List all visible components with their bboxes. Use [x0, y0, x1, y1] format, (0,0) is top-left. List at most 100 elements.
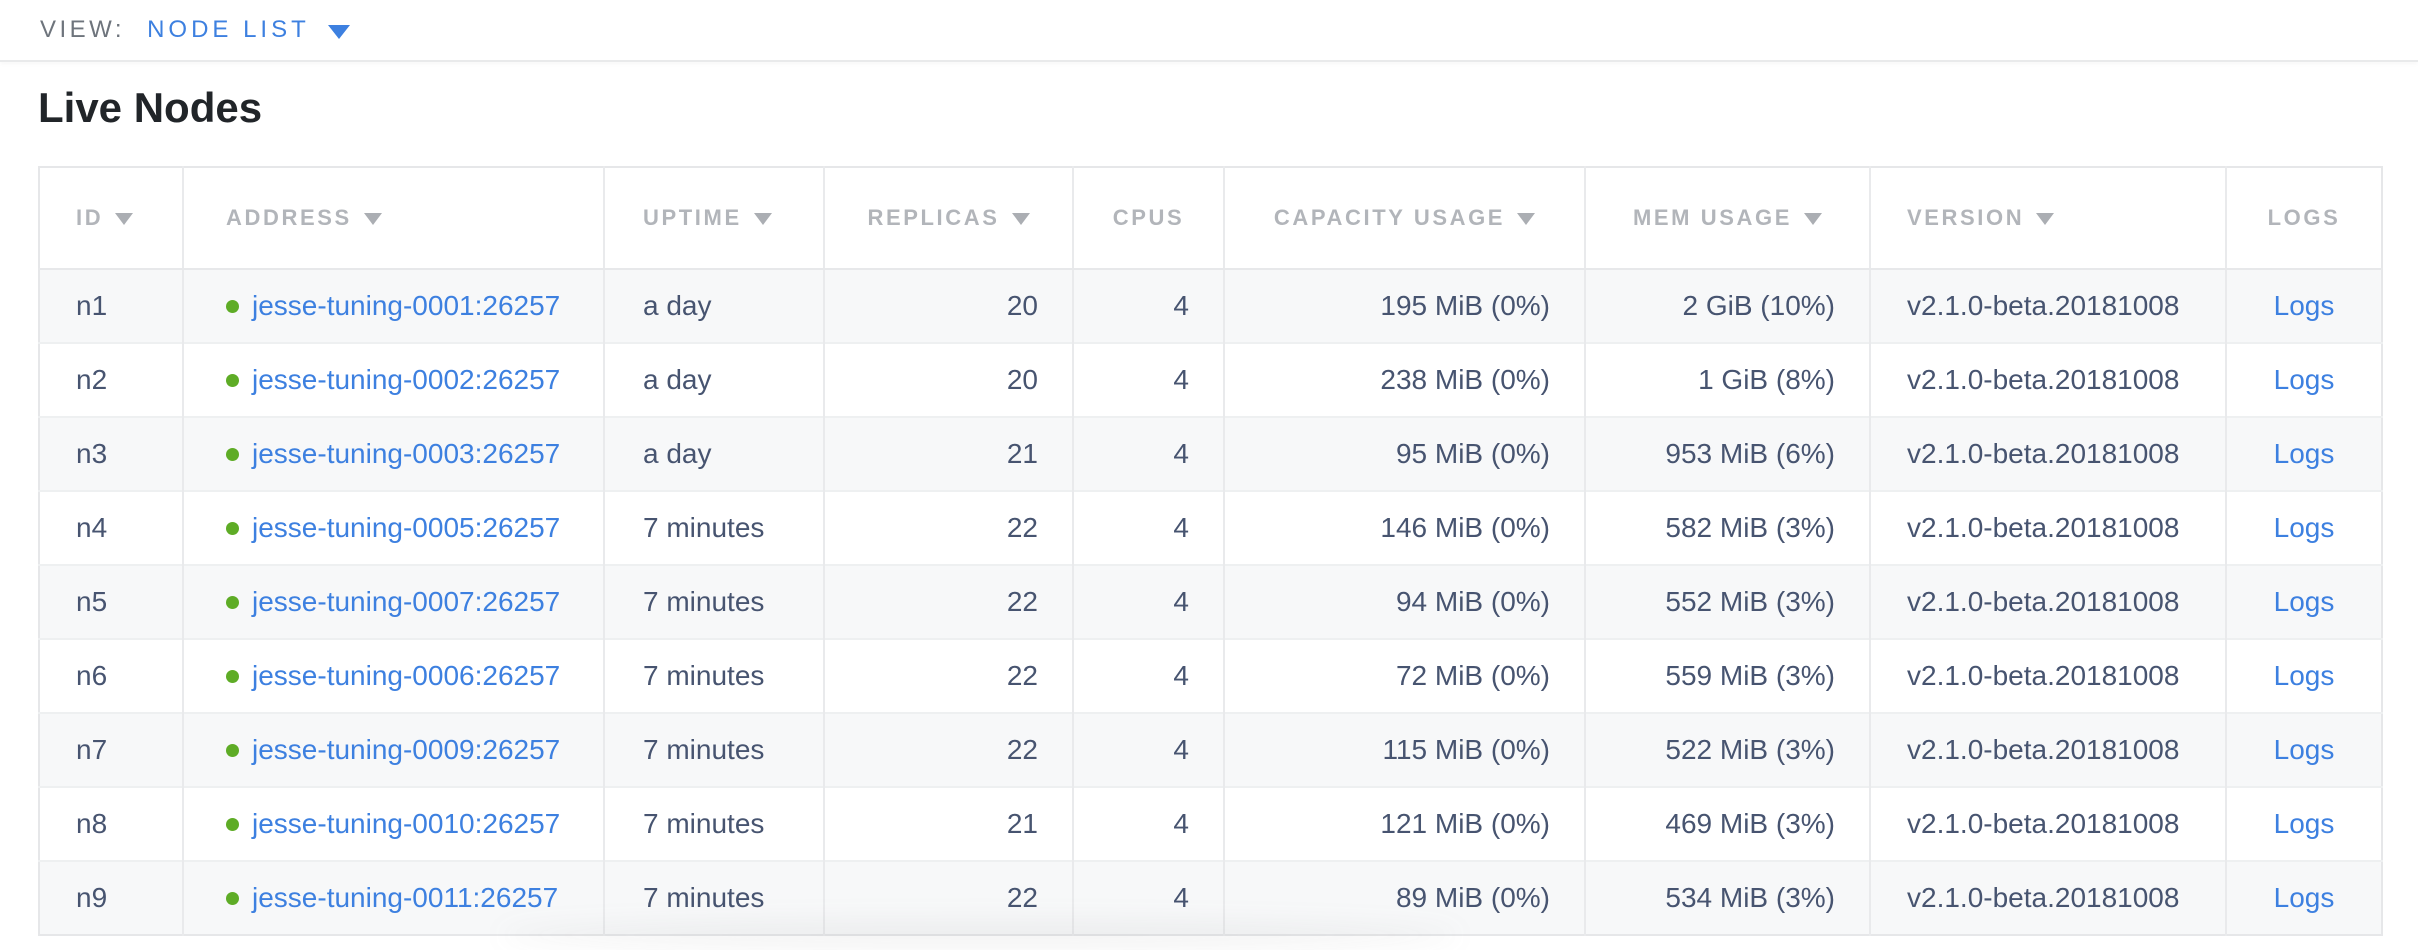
column-header-label: ADDRESS: [226, 205, 352, 230]
logs-link[interactable]: Logs: [2273, 660, 2335, 691]
column-header-version[interactable]: VERSION: [1870, 167, 2227, 270]
table-row: n6 jesse-tuning-0006:26257 7 minutes 22 …: [39, 638, 2382, 713]
node-replicas: 22: [1006, 882, 1038, 913]
view-selector-dropdown[interactable]: NODE LIST: [147, 16, 350, 44]
node-mem-usage: 582 MiB (3%): [1665, 512, 1835, 543]
logs-link[interactable]: Logs: [2273, 586, 2335, 617]
sort-desc-icon: [1804, 213, 1823, 225]
column-header-uptime[interactable]: UPTIME: [604, 167, 825, 270]
below-fold-shadow: [500, 920, 1460, 950]
node-cpus-cell: 4: [1073, 490, 1225, 565]
node-id-cell: n2: [39, 342, 184, 417]
node-version-cell: v2.1.0-beta.20181008: [1870, 490, 2227, 565]
node-logs-cell: Logs: [2226, 490, 2382, 565]
logs-link[interactable]: Logs: [2273, 438, 2335, 469]
node-live-status-icon: [226, 522, 239, 535]
node-id: n3: [76, 438, 108, 469]
table-row: n9 jesse-tuning-0011:26257 7 minutes 22 …: [39, 860, 2382, 935]
node-capacity-usage-cell: 94 MiB (0%): [1224, 564, 1586, 639]
node-version: v2.1.0-beta.20181008: [1907, 438, 2180, 469]
logs-link[interactable]: Logs: [2273, 290, 2335, 321]
node-id-cell: n5: [39, 564, 184, 639]
node-id-cell: n7: [39, 712, 184, 787]
node-mem-usage-cell: 552 MiB (3%): [1585, 564, 1871, 639]
logs-link[interactable]: Logs: [2273, 364, 2335, 395]
node-id: n6: [76, 660, 108, 691]
node-uptime-cell: a day: [604, 416, 825, 491]
node-mem-usage: 522 MiB (3%): [1665, 734, 1835, 765]
node-mem-usage-cell: 534 MiB (3%): [1585, 860, 1871, 935]
node-mem-usage-cell: 953 MiB (6%): [1585, 416, 1871, 491]
node-uptime-cell: 7 minutes: [604, 786, 825, 861]
node-replicas: 21: [1006, 808, 1038, 839]
node-address-link[interactable]: jesse-tuning-0001:26257: [252, 290, 561, 321]
logs-link[interactable]: Logs: [2273, 734, 2335, 765]
node-uptime: 7 minutes: [643, 586, 765, 617]
column-header-cpus: CPUS: [1073, 167, 1225, 270]
column-header-id[interactable]: ID: [39, 167, 184, 270]
node-version-cell: v2.1.0-beta.20181008: [1870, 416, 2227, 491]
node-replicas: 22: [1006, 586, 1038, 617]
node-replicas-cell: 21: [824, 416, 1074, 491]
chevron-down-icon: [327, 24, 350, 39]
node-replicas: 22: [1006, 512, 1038, 543]
node-address-link[interactable]: jesse-tuning-0002:26257: [252, 364, 561, 395]
node-address-link[interactable]: jesse-tuning-0006:26257: [252, 660, 561, 691]
node-replicas: 20: [1006, 364, 1038, 395]
node-id-cell: n1: [39, 269, 184, 343]
node-capacity-usage: 238 MiB (0%): [1380, 364, 1550, 395]
node-mem-usage: 469 MiB (3%): [1665, 808, 1835, 839]
node-live-status-icon: [226, 818, 239, 831]
node-logs-cell: Logs: [2226, 786, 2382, 861]
column-header-mem-usage[interactable]: MEM USAGE: [1585, 167, 1871, 270]
node-replicas-cell: 22: [824, 712, 1074, 787]
node-cpus-cell: 4: [1073, 416, 1225, 491]
node-address-cell: jesse-tuning-0011:26257: [183, 860, 605, 935]
node-address-link[interactable]: jesse-tuning-0003:26257: [252, 438, 561, 469]
node-live-status-icon: [226, 300, 239, 313]
node-id-cell: n4: [39, 490, 184, 565]
node-mem-usage-cell: 2 GiB (10%): [1585, 269, 1871, 343]
column-header-replicas[interactable]: REPLICAS: [824, 167, 1074, 270]
node-replicas-cell: 22: [824, 860, 1074, 935]
node-cpus: 4: [1173, 438, 1189, 469]
node-uptime: 7 minutes: [643, 734, 765, 765]
node-logs-cell: Logs: [2226, 712, 2382, 787]
node-address-link[interactable]: jesse-tuning-0009:26257: [252, 734, 561, 765]
table-row: n2 jesse-tuning-0002:26257 a day 20 4 23…: [39, 342, 2382, 417]
column-header-logs: LOGS: [2226, 167, 2382, 270]
node-address-link[interactable]: jesse-tuning-0007:26257: [252, 586, 561, 617]
node-uptime: a day: [643, 364, 712, 395]
view-bar: VIEW: NODE LIST: [0, 0, 2418, 62]
node-address-link[interactable]: jesse-tuning-0005:26257: [252, 512, 561, 543]
node-address-link[interactable]: jesse-tuning-0011:26257: [252, 882, 559, 913]
node-version-cell: v2.1.0-beta.20181008: [1870, 786, 2227, 861]
node-cpus-cell: 4: [1073, 564, 1225, 639]
node-address-cell: jesse-tuning-0005:26257: [183, 490, 605, 565]
node-mem-usage-cell: 1 GiB (8%): [1585, 342, 1871, 417]
node-version: v2.1.0-beta.20181008: [1907, 512, 2180, 543]
node-capacity-usage-cell: 146 MiB (0%): [1224, 490, 1586, 565]
logs-link[interactable]: Logs: [2273, 808, 2335, 839]
sort-desc-icon: [753, 213, 772, 225]
node-mem-usage: 534 MiB (3%): [1665, 882, 1835, 913]
node-address-cell: jesse-tuning-0007:26257: [183, 564, 605, 639]
logs-link[interactable]: Logs: [2273, 882, 2335, 913]
node-uptime: a day: [643, 290, 712, 321]
node-address-link[interactable]: jesse-tuning-0010:26257: [252, 808, 561, 839]
node-uptime-cell: 7 minutes: [604, 712, 825, 787]
node-id-cell: n3: [39, 416, 184, 491]
node-id: n2: [76, 364, 108, 395]
node-replicas: 20: [1006, 290, 1038, 321]
node-address-cell: jesse-tuning-0009:26257: [183, 712, 605, 787]
logs-link[interactable]: Logs: [2273, 512, 2335, 543]
column-header-capacity-usage[interactable]: CAPACITY USAGE: [1224, 167, 1586, 270]
node-version: v2.1.0-beta.20181008: [1907, 734, 2180, 765]
node-logs-cell: Logs: [2226, 564, 2382, 639]
column-header-address[interactable]: ADDRESS: [183, 167, 605, 270]
node-mem-usage: 2 GiB (10%): [1682, 290, 1836, 321]
node-cpus: 4: [1173, 734, 1189, 765]
sort-desc-icon: [363, 213, 382, 225]
node-id: n7: [76, 734, 108, 765]
node-version-cell: v2.1.0-beta.20181008: [1870, 564, 2227, 639]
